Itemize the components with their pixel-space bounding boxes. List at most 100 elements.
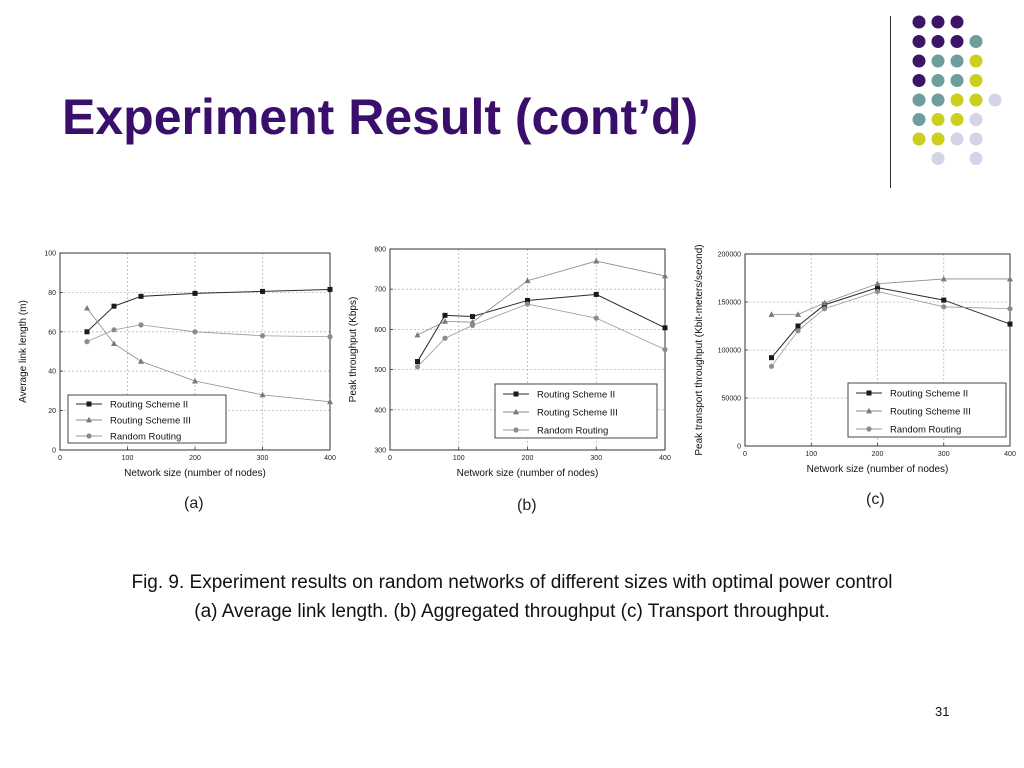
- data-point-0: [941, 297, 947, 303]
- data-point-2: [1007, 306, 1013, 312]
- legend-marker: [866, 390, 872, 396]
- series-line-1: [86, 307, 331, 403]
- y-tick-label: 200000: [718, 252, 741, 259]
- decorative-dot: [931, 132, 945, 146]
- decorative-dot: [950, 93, 964, 107]
- legend-label: Random Routing: [537, 426, 608, 437]
- data-point-1: [662, 272, 668, 279]
- data-point-2: [821, 306, 828, 312]
- x-tick-label: 100: [805, 451, 817, 458]
- decorative-dot: [912, 54, 926, 68]
- data-point-1: [940, 275, 947, 282]
- y-tick-label: 800: [374, 247, 386, 254]
- decorative-dot: [969, 152, 983, 165]
- x-tick-label: 0: [58, 455, 62, 462]
- legend-box: [67, 394, 227, 444]
- y-tick-label: 600: [374, 327, 386, 334]
- chart-b-peak-throughput: 0 100 200 300 400 300 400 500 600 700 800 Network s…: [345, 242, 685, 487]
- y-tick-label: 0: [737, 444, 741, 451]
- x-axis-label: Network size (number of nodes): [807, 464, 949, 475]
- decorative-dot: [950, 35, 964, 48]
- data-point-2: [524, 301, 531, 307]
- y-tick-label: 80: [48, 290, 56, 297]
- legend-marker: [513, 408, 519, 415]
- series-line-0: [771, 287, 1011, 359]
- legend-marker: [866, 426, 872, 432]
- data-point-2: [768, 363, 775, 369]
- y-tick-label: 700: [374, 287, 386, 294]
- data-point-0: [470, 314, 475, 320]
- data-point-0: [192, 290, 198, 296]
- decorative-dot: [931, 15, 945, 29]
- x-tick-label: 400: [324, 455, 336, 462]
- decorative-dot: [931, 152, 945, 165]
- data-point-2: [327, 334, 333, 340]
- decorative-dot: [969, 35, 983, 48]
- data-point-0: [84, 329, 90, 335]
- series-line-2: [86, 324, 331, 343]
- decorative-dot: [969, 54, 983, 68]
- panel-label-a: (a): [184, 495, 204, 512]
- title-divider: [890, 16, 891, 188]
- caption-line-2: (a) Average link length. (b) Aggregated …: [194, 601, 830, 622]
- decorative-dot: [931, 54, 945, 68]
- decorative-dot: [950, 15, 964, 29]
- y-axis-label: Peak transport throughput (Kbit-meters/s…: [694, 244, 705, 455]
- data-point-1: [821, 299, 828, 306]
- x-tick-label: 200: [189, 455, 201, 462]
- series-line-0: [417, 293, 666, 362]
- panel-label-b: (b): [517, 497, 537, 514]
- series-line-1: [771, 278, 1010, 315]
- data-point-2: [259, 333, 266, 339]
- data-point-1: [593, 257, 600, 264]
- series-line-2: [771, 291, 1011, 367]
- decorative-dot: [931, 74, 945, 87]
- page-number: 31: [935, 704, 950, 719]
- data-point-0: [327, 286, 333, 292]
- y-tick-label: 100000: [718, 348, 741, 355]
- data-point-2: [138, 322, 144, 328]
- decorative-dot: [912, 132, 926, 146]
- y-tick-label: 0: [52, 448, 56, 455]
- decorative-dot: [950, 54, 964, 68]
- chart-b-svg: 0 100 200 300 400 300 400 500 600 700 800 Network s…: [348, 247, 671, 480]
- chart-a-svg: 0 100 200 300 400 0 20 40 60 80 100 Network size (n…: [18, 251, 336, 480]
- x-axis-label: Network size (number of nodes): [457, 468, 599, 479]
- data-point-0: [593, 291, 599, 297]
- legend-marker: [86, 401, 92, 407]
- decorative-dot: [950, 113, 964, 126]
- decorative-dot: [969, 74, 983, 87]
- decorative-dot: [950, 132, 964, 146]
- data-point-1: [874, 280, 881, 287]
- figure-caption: Fig. 9. Experiment results on random net…: [40, 568, 984, 626]
- data-point-2: [662, 346, 668, 353]
- chart-a-average-link-length: 0 100 200 300 400 0 20 40 60 80 100 Network size (n…: [15, 245, 345, 490]
- series-line-2: [417, 303, 666, 368]
- decorative-dot: [912, 93, 926, 107]
- legend-label: Routing Scheme II: [537, 390, 615, 401]
- data-point-2: [84, 339, 90, 345]
- data-point-0: [1007, 321, 1013, 327]
- data-point-1: [327, 398, 333, 405]
- decorative-dot: [912, 113, 926, 126]
- decorative-dot: [931, 35, 945, 48]
- data-point-0: [442, 312, 448, 318]
- x-tick-label: 300: [590, 455, 602, 462]
- data-point-1: [795, 311, 801, 317]
- data-point-2: [874, 288, 881, 295]
- decorative-dot-grid: [912, 15, 1002, 165]
- caption-line-1: Fig. 9. Experiment results on random net…: [131, 572, 893, 593]
- chart-c-svg: 0 100 200 300 400 0 50000 100000 150000 200000 Net…: [694, 244, 1016, 475]
- legend-marker: [513, 391, 519, 397]
- legend-label: Random Routing: [890, 425, 961, 436]
- data-point-2: [941, 304, 947, 310]
- decorative-dot: [912, 15, 926, 29]
- y-axis-label: Average link length (m): [18, 300, 29, 403]
- data-point-1: [469, 318, 476, 325]
- decorative-dot: [988, 93, 1002, 107]
- x-axis-label: Network size (number of nodes): [124, 468, 266, 479]
- x-tick-label: 100: [453, 455, 465, 462]
- panel-label-c: (c): [866, 491, 885, 508]
- legend-box: [494, 383, 658, 439]
- data-point-1: [192, 377, 198, 384]
